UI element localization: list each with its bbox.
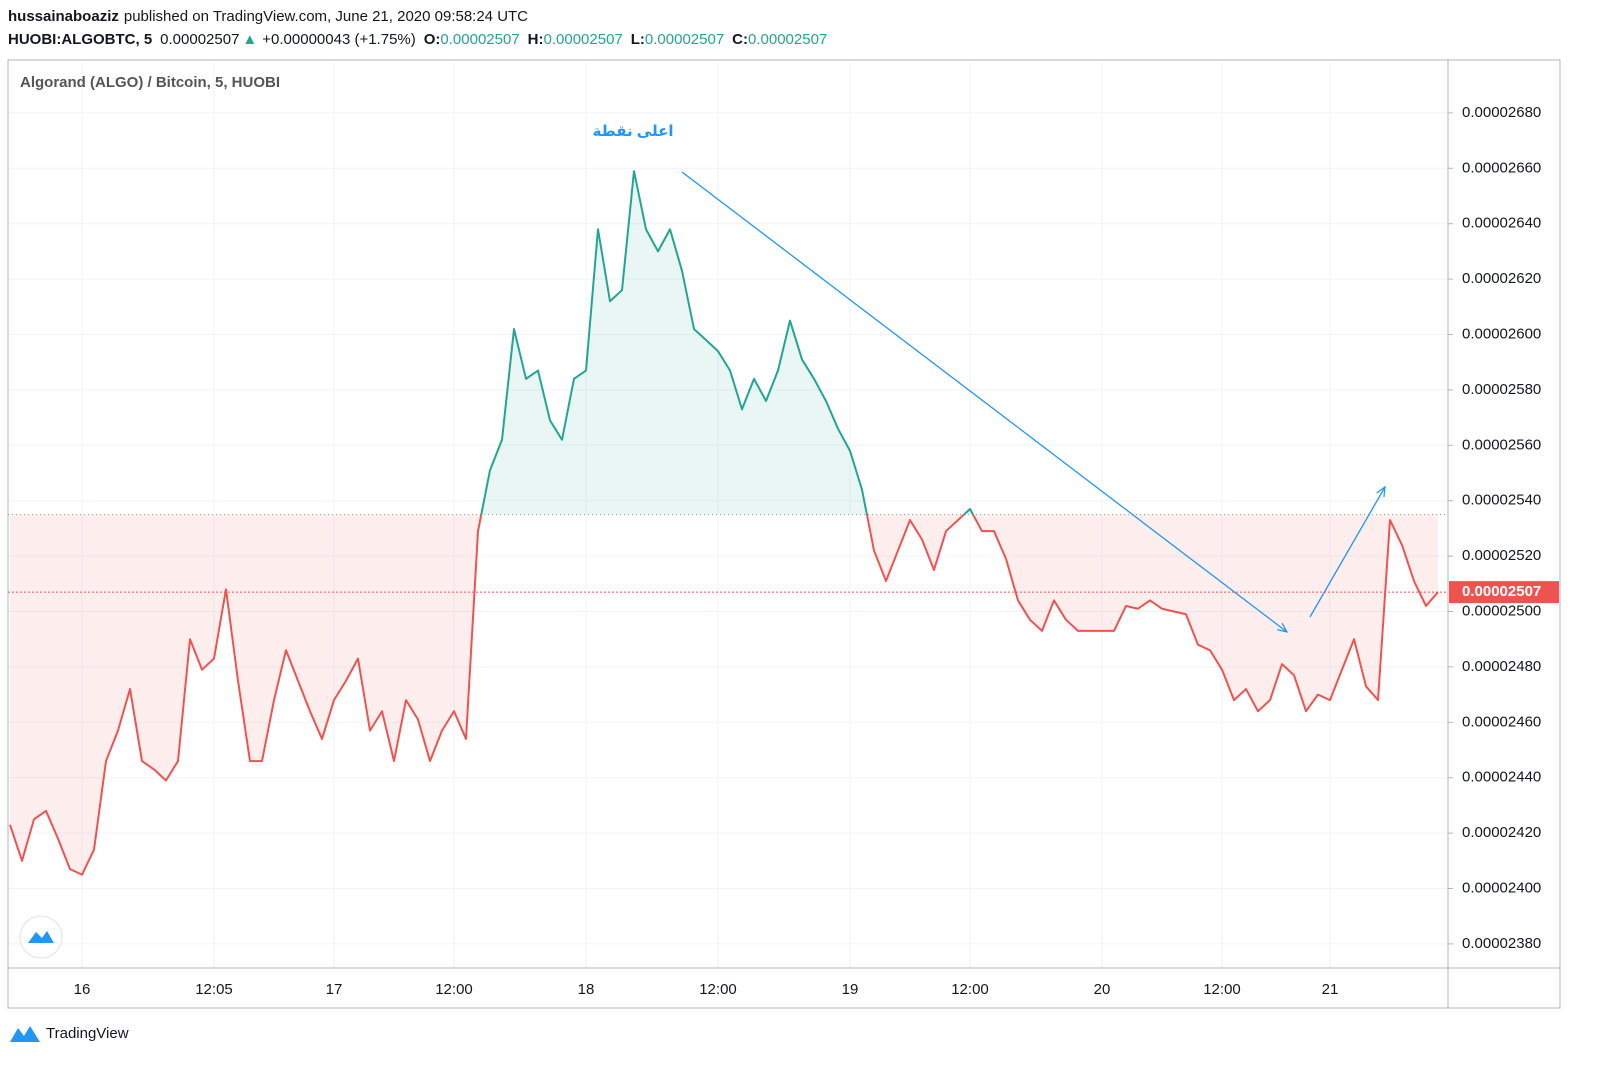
y-tick-label: 0.00002420 (1462, 824, 1541, 841)
y-tick-label: 0.00002440 (1462, 769, 1541, 786)
y-tick-label: 0.00002620 (1462, 270, 1541, 287)
ohlc-value: 0.00002507 (645, 31, 724, 48)
ohlc-value: 0.00002507 (440, 31, 519, 48)
annotation: اعلى نقطة (593, 123, 674, 140)
header-line-2: HUOBI:ALGOBTC, 5 0.00002507 ▲ +0.00000043 (… (8, 31, 827, 48)
x-tick-label: 12:00 (699, 981, 737, 998)
change: +0.00000043 (+1.75%) (262, 31, 415, 48)
ohlc-label: H: (528, 31, 544, 48)
x-tick-label: 16 (74, 981, 91, 998)
price-line (9, 170, 1439, 876)
author: hussainaboaziz (8, 8, 119, 25)
x-tick-label: 20 (1094, 981, 1111, 998)
published: published on TradingView.com, June 21, 2… (124, 8, 528, 25)
brand-icon (10, 1026, 40, 1042)
ohlc-label: O: (424, 31, 441, 48)
last-price-label: 0.00002507 (1462, 583, 1541, 600)
x-tick-label: 12:00 (435, 981, 473, 998)
y-tick-label: 0.00002480 (1462, 658, 1541, 675)
y-tick-label: 0.00002380 (1462, 935, 1541, 952)
x-tick-label: 12:00 (1203, 981, 1241, 998)
brand: TradingView (46, 1025, 129, 1042)
plot (8, 170, 1448, 876)
symbol: HUOBI:ALGOBTC, 5 (8, 31, 152, 48)
x-tick-label: 19 (842, 981, 859, 998)
y-tick-label: 0.00002400 (1462, 879, 1541, 896)
area-fill (10, 171, 1438, 875)
arrow: ▲ (242, 31, 257, 48)
x-tick-label: 17 (326, 981, 343, 998)
trend-arrow (1309, 487, 1385, 618)
y-tick-label: 0.00002680 (1462, 104, 1541, 121)
header-line-1: hussainaboaziz published on TradingView.c… (8, 8, 528, 25)
ohlc-label: L: (631, 31, 645, 48)
last-price-box (1449, 581, 1559, 604)
y-tick-label: 0.00002580 (1462, 381, 1541, 398)
frame (7, 59, 1561, 1009)
x-tick-label: 12:05 (195, 981, 233, 998)
x-tick-label: 18 (578, 981, 595, 998)
ohlc-value: 0.00002507 (748, 31, 827, 48)
chart-title: Algorand (ALGO) / Bitcoin, 5, HUOBI (20, 74, 280, 91)
y-tick-label: 0.00002500 (1462, 602, 1541, 619)
y-tick-label: 0.00002560 (1462, 436, 1541, 453)
y-tick-label: 0.00002460 (1462, 713, 1541, 730)
y-tick-label: 0.00002520 (1462, 547, 1541, 564)
logo-icon (28, 931, 54, 943)
x-tick-label: 12:00 (951, 981, 989, 998)
y-tick-label: 0.00002640 (1462, 215, 1541, 232)
ohlc-label: C: (732, 31, 748, 48)
y-tick-label: 0.00002540 (1462, 492, 1541, 509)
last: 0.00002507 (160, 31, 239, 48)
ohlc-value: 0.00002507 (544, 31, 623, 48)
trend-arrow (681, 171, 1287, 632)
y-tick-label: 0.00002660 (1462, 159, 1541, 176)
x-tick-label: 21 (1322, 981, 1339, 998)
y-tick-label: 0.00002600 (1462, 325, 1541, 342)
